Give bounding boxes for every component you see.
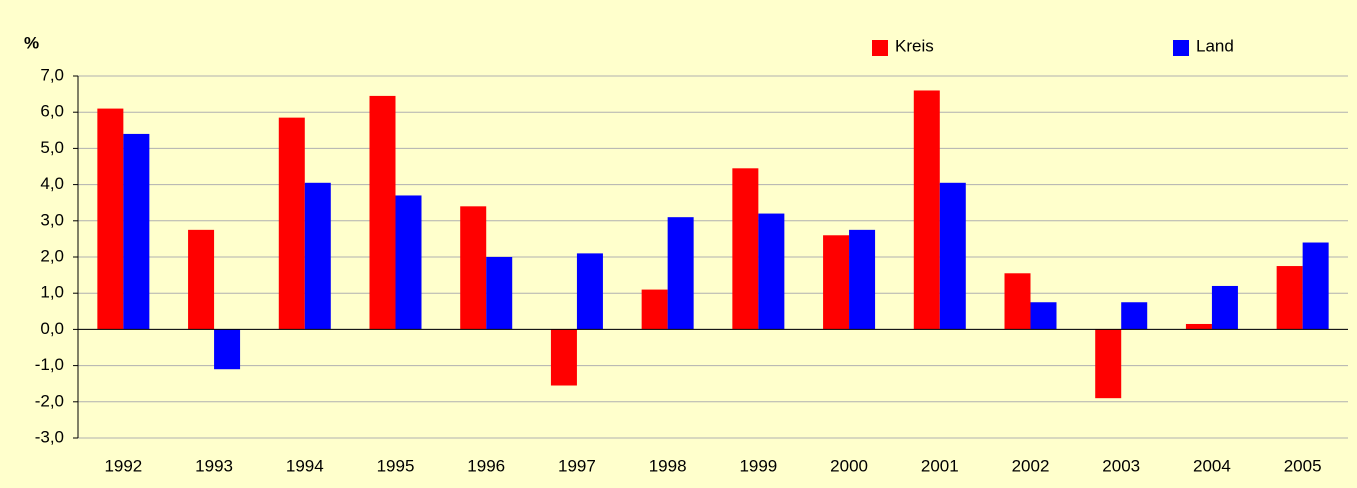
x-tick-label: 2002 — [1012, 456, 1050, 475]
legend-label: Kreis — [895, 36, 934, 55]
bar — [1004, 273, 1031, 330]
y-axis-label: % — [24, 33, 39, 52]
bar — [1095, 329, 1122, 399]
bar — [214, 329, 241, 370]
legend-swatch — [872, 40, 888, 56]
x-tick-label: 1995 — [377, 456, 415, 475]
bar — [823, 235, 850, 330]
bar — [460, 206, 487, 330]
y-tick-label: 6,0 — [40, 102, 64, 121]
bar — [913, 90, 940, 330]
bar — [1211, 285, 1238, 330]
bar — [97, 108, 124, 330]
bar — [304, 182, 331, 330]
bar — [278, 117, 305, 330]
bar — [369, 95, 396, 330]
x-tick-label: 1993 — [195, 456, 233, 475]
bar — [849, 229, 876, 330]
y-tick-label: 0,0 — [40, 319, 64, 338]
x-tick-label: 1997 — [558, 456, 596, 475]
legend-label: Land — [1196, 36, 1234, 55]
y-tick-label: -1,0 — [35, 355, 64, 374]
bar — [758, 213, 785, 330]
x-tick-label: 2005 — [1284, 456, 1322, 475]
x-tick-label: 1996 — [467, 456, 505, 475]
y-tick-label: 7,0 — [40, 65, 64, 84]
x-tick-label: 2001 — [921, 456, 959, 475]
bar — [550, 329, 577, 386]
bar — [1185, 323, 1212, 330]
bar — [576, 253, 603, 330]
bar — [667, 217, 694, 330]
y-tick-label: 1,0 — [40, 283, 64, 302]
y-tick-label: -2,0 — [35, 391, 64, 410]
bar — [123, 133, 150, 330]
bar — [486, 257, 513, 330]
y-tick-label: 2,0 — [40, 246, 64, 265]
y-tick-label: 4,0 — [40, 174, 64, 193]
x-tick-label: 1998 — [649, 456, 687, 475]
bar — [1302, 242, 1329, 330]
x-tick-label: 2000 — [830, 456, 868, 475]
legend-swatch — [1173, 40, 1189, 56]
bar — [1276, 266, 1303, 330]
bar — [732, 168, 759, 330]
bar — [641, 289, 668, 330]
bar — [188, 229, 215, 330]
x-tick-label: 1994 — [286, 456, 324, 475]
y-tick-label: 5,0 — [40, 138, 64, 157]
x-tick-label: 1999 — [739, 456, 777, 475]
bar — [1030, 302, 1057, 330]
y-tick-label: -3,0 — [35, 427, 64, 446]
x-tick-label: 2003 — [1102, 456, 1140, 475]
x-tick-label: 2004 — [1193, 456, 1231, 475]
bar — [395, 195, 422, 330]
bar — [939, 182, 966, 330]
x-tick-label: 1992 — [104, 456, 142, 475]
bar — [1121, 302, 1148, 330]
y-tick-label: 3,0 — [40, 210, 64, 229]
